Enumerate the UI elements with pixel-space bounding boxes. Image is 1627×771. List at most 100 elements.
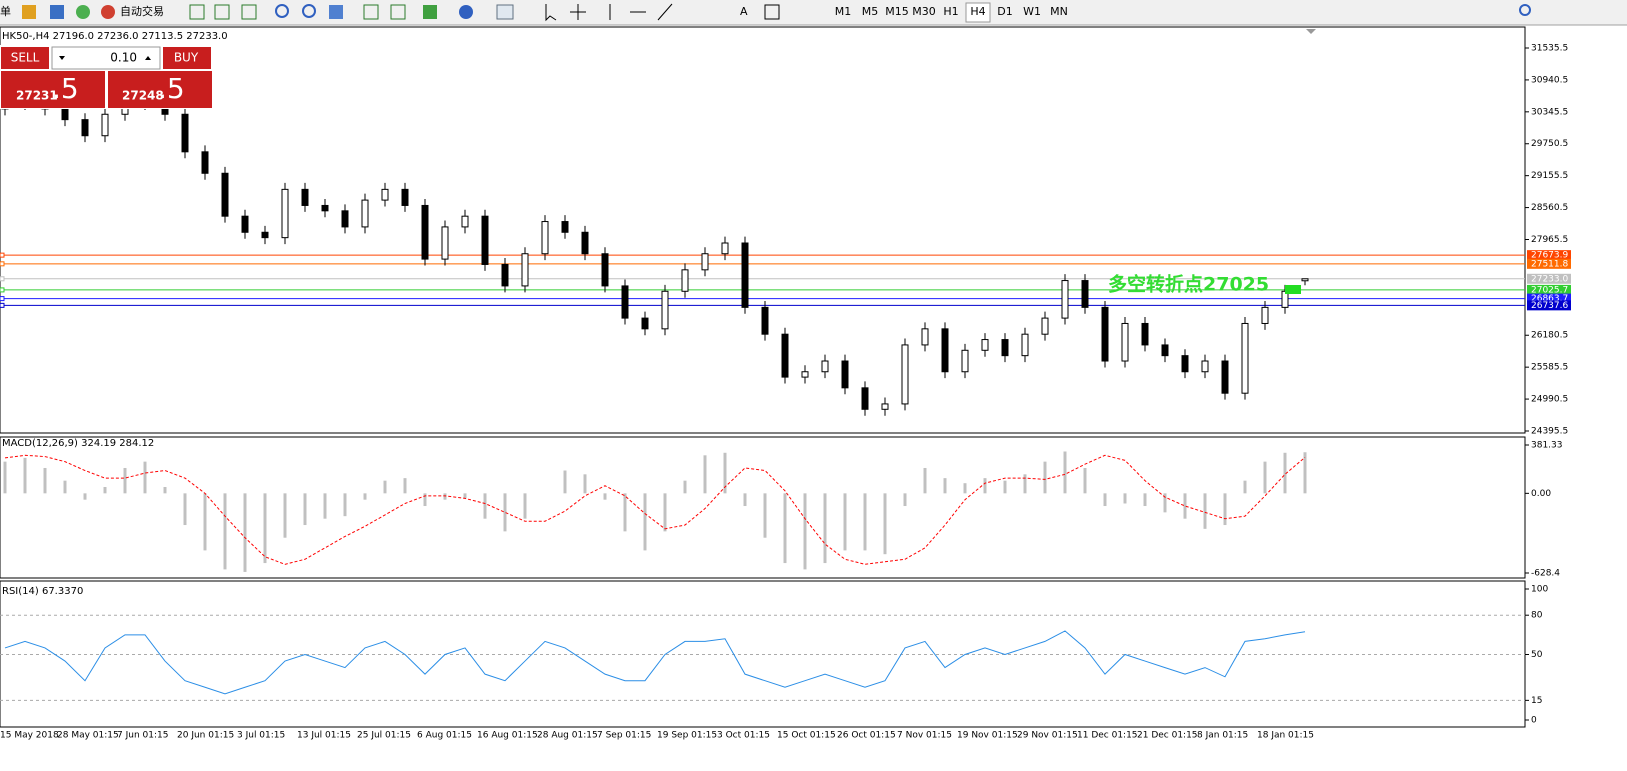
candle-body bbox=[381, 188, 389, 201]
timeframe[interactable]: M15 bbox=[885, 5, 909, 18]
candle-body bbox=[741, 242, 749, 308]
candle-body bbox=[281, 188, 289, 239]
toolbar-item[interactable]: 自动交易 bbox=[120, 4, 164, 18]
timeframe[interactable]: M30 bbox=[912, 5, 936, 18]
price-line-handle bbox=[0, 252, 5, 258]
candle-body bbox=[981, 339, 989, 351]
timeframe[interactable]: H4 bbox=[970, 5, 985, 18]
icon[interactable] bbox=[76, 5, 90, 19]
price-label-bg bbox=[1527, 293, 1571, 304]
candle-body bbox=[561, 221, 569, 233]
candle-body bbox=[941, 328, 949, 373]
x-tick-label: 16 Aug 01:15 bbox=[477, 731, 538, 741]
histogram-bar bbox=[1023, 474, 1027, 494]
x-tick-label: 19 Nov 01:15 bbox=[957, 731, 1018, 741]
histogram-bar bbox=[1123, 493, 1127, 504]
volume[interactable]: 0.10 bbox=[110, 51, 137, 65]
icon[interactable] bbox=[275, 4, 289, 18]
histogram-bar bbox=[1063, 451, 1067, 494]
timeframe[interactable]: M1 bbox=[835, 5, 852, 18]
x-tick-label: 7 Nov 01:15 bbox=[897, 731, 952, 741]
icon[interactable] bbox=[764, 4, 780, 20]
candle-body bbox=[861, 387, 869, 410]
y-tick-label: 24395.5 bbox=[1531, 426, 1568, 436]
price-label: 27233.0 bbox=[1531, 274, 1568, 284]
timeframe[interactable]: M5 bbox=[862, 5, 879, 18]
timeframe[interactable]: H1 bbox=[943, 5, 958, 18]
candle-body bbox=[81, 119, 89, 137]
icon[interactable] bbox=[189, 4, 205, 20]
histogram-bar bbox=[123, 467, 127, 494]
histogram-bar bbox=[1043, 461, 1047, 494]
icon[interactable] bbox=[496, 4, 514, 20]
icon[interactable] bbox=[302, 4, 316, 18]
histogram-bar bbox=[83, 493, 87, 500]
y-tick-label: 29750.5 bbox=[1531, 139, 1568, 149]
icon[interactable] bbox=[570, 4, 586, 20]
candle-body bbox=[901, 344, 909, 405]
buy-price-box[interactable] bbox=[108, 71, 212, 108]
buy-pips[interactable]: .5 bbox=[158, 72, 185, 105]
candle-body bbox=[1141, 322, 1149, 346]
icon[interactable] bbox=[609, 3, 673, 21]
histogram-bar bbox=[803, 493, 807, 570]
candle-body bbox=[961, 349, 969, 373]
icon[interactable] bbox=[545, 4, 557, 22]
y-tick-label: 0.00 bbox=[1531, 489, 1551, 499]
histogram-bar bbox=[923, 467, 927, 494]
y-tick-label: 24990.5 bbox=[1531, 395, 1568, 405]
sell-button[interactable] bbox=[1, 47, 49, 69]
candle-body bbox=[661, 290, 669, 330]
timeframe[interactable]: W1 bbox=[1023, 5, 1041, 18]
histogram-bar bbox=[303, 493, 307, 526]
histogram-bar bbox=[1283, 452, 1287, 494]
icon[interactable] bbox=[363, 4, 379, 20]
chart-title: HK50-,H4 27196.0 27236.0 27113.5 27233.0 bbox=[2, 31, 228, 42]
icon[interactable] bbox=[390, 4, 406, 20]
sell-pips[interactable]: .5 bbox=[52, 72, 79, 105]
buy-label[interactable]: BUY bbox=[174, 51, 199, 65]
candle-body bbox=[1301, 278, 1309, 282]
histogram-bar bbox=[63, 480, 67, 494]
volume-box[interactable] bbox=[51, 46, 161, 70]
price-label: 26863.7 bbox=[1531, 294, 1568, 304]
timeframes: M1 M5 M15 M30 H1 H4 D1 W1 MN bbox=[835, 2, 1068, 23]
macd-panel bbox=[0, 436, 1526, 579]
buy-button[interactable] bbox=[163, 47, 211, 69]
x-tick-label: 3 Jul 01:15 bbox=[237, 731, 285, 741]
histogram-bar bbox=[203, 493, 207, 551]
search-icon[interactable] bbox=[1519, 4, 1531, 16]
icon[interactable] bbox=[423, 5, 437, 19]
icon[interactable]: A bbox=[740, 5, 748, 18]
sell-price-box[interactable] bbox=[1, 71, 105, 108]
icon[interactable] bbox=[329, 5, 343, 19]
toolbar-item[interactable]: 单 bbox=[0, 5, 11, 18]
icon[interactable] bbox=[22, 5, 36, 19]
rsi-line bbox=[4, 630, 1306, 695]
icon[interactable] bbox=[214, 4, 230, 20]
histogram-bar bbox=[683, 480, 687, 494]
histogram-bar bbox=[863, 493, 867, 551]
shift-marker bbox=[1306, 29, 1316, 34]
sell-label[interactable]: SELL bbox=[11, 51, 40, 65]
icon[interactable] bbox=[459, 5, 473, 19]
candle-body bbox=[1081, 280, 1089, 308]
histogram-bar bbox=[243, 493, 247, 572]
price-line-handle bbox=[0, 296, 5, 302]
histogram-bar bbox=[703, 455, 707, 494]
icon[interactable] bbox=[241, 4, 257, 20]
icon[interactable] bbox=[101, 5, 115, 19]
candle-body bbox=[521, 253, 529, 287]
buy-price[interactable]: 27248 bbox=[122, 89, 164, 103]
histogram-bar bbox=[823, 493, 827, 564]
candle-body bbox=[1101, 306, 1109, 362]
icon[interactable] bbox=[50, 5, 64, 19]
candle-body bbox=[621, 285, 629, 319]
histogram-bar bbox=[1103, 493, 1107, 507]
y-tick-label: 28560.5 bbox=[1531, 203, 1568, 213]
timeframe[interactable]: D1 bbox=[997, 5, 1012, 18]
timeframe[interactable]: MN bbox=[1050, 5, 1068, 18]
sell-price[interactable]: 27231 bbox=[16, 89, 58, 103]
price-label-bg bbox=[1527, 250, 1571, 261]
